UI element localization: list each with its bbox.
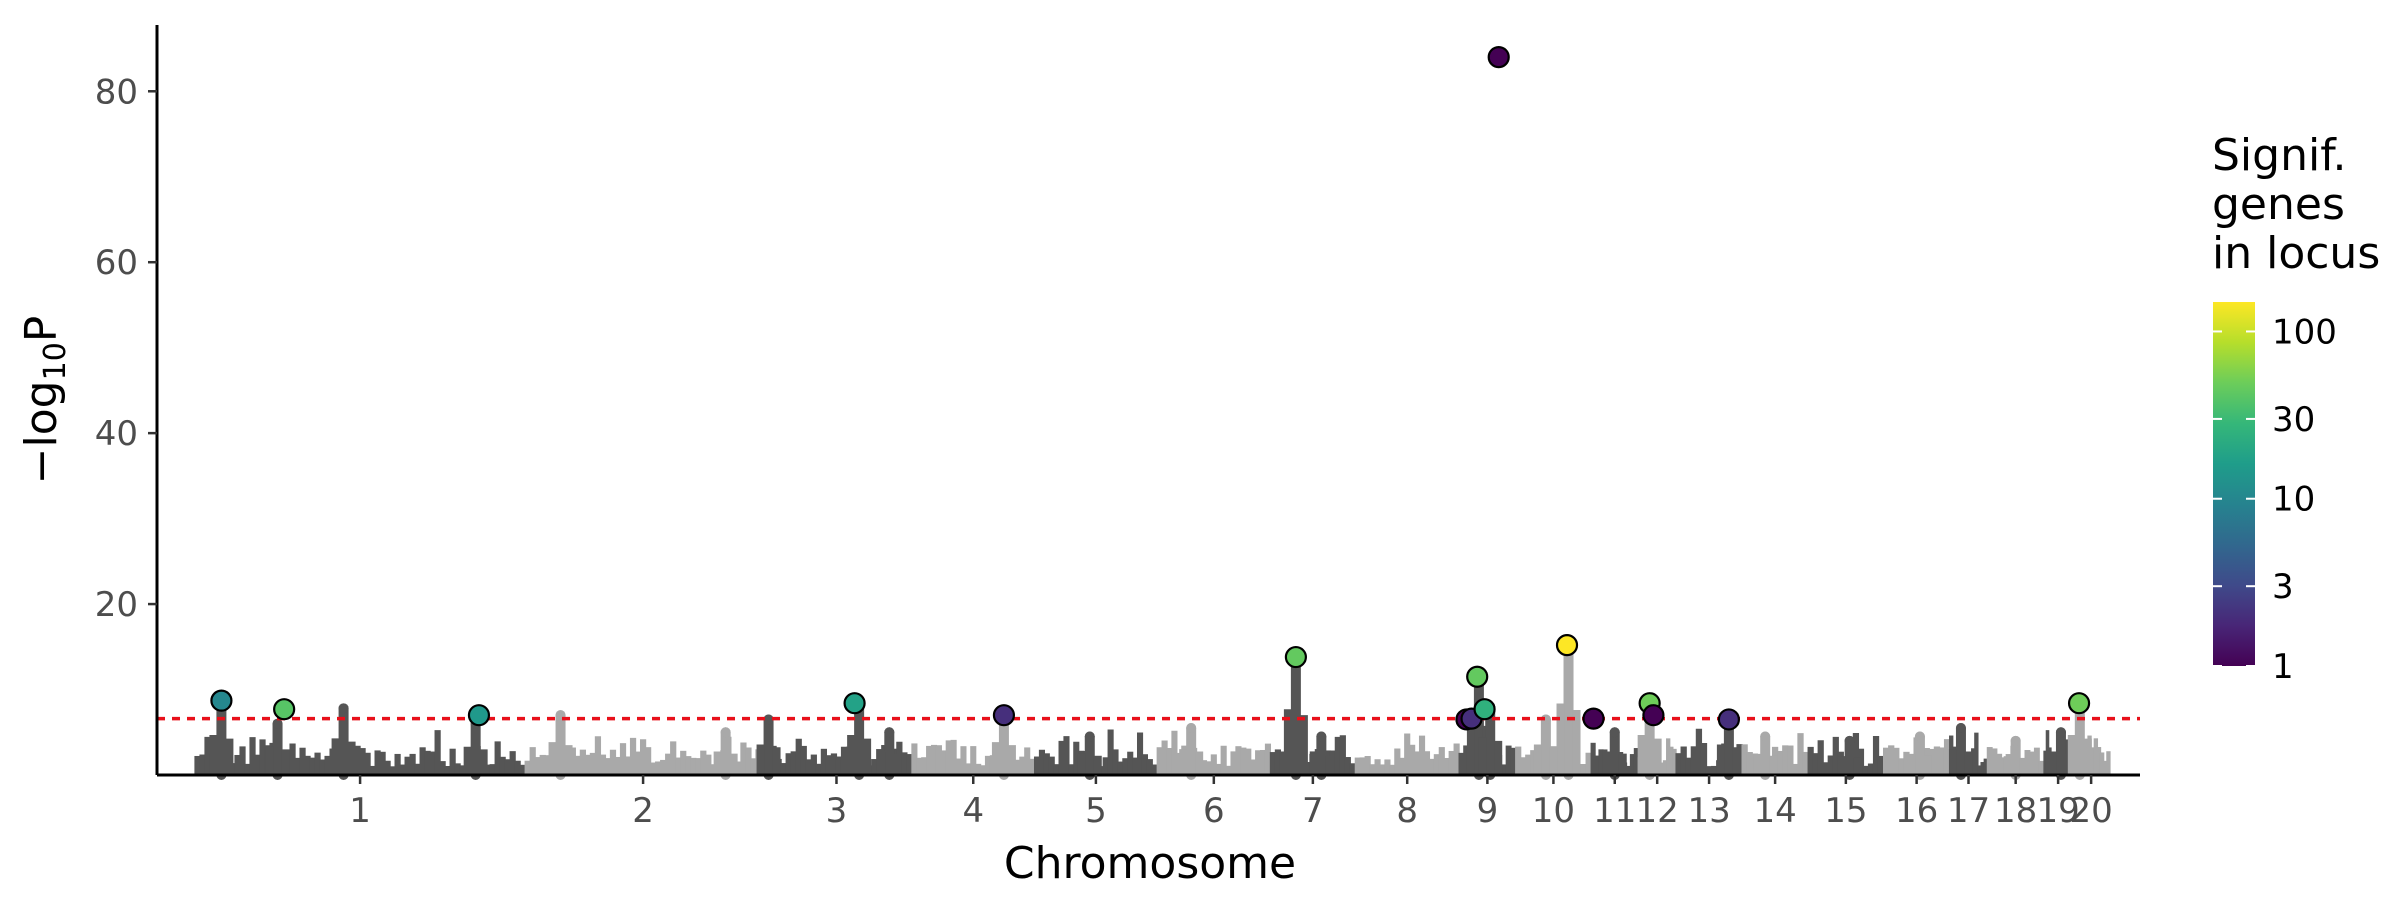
x-tick-label: 8 <box>1396 791 1418 831</box>
chromosome-band-8 <box>1358 733 1457 775</box>
x-tick-label: 7 <box>1302 791 1324 831</box>
x-axis-title: Chromosome <box>1004 838 1296 889</box>
x-tick-label: 17 <box>1947 791 1990 831</box>
lead-snp-point <box>1643 705 1663 725</box>
peak-point <box>1760 732 1770 742</box>
lead-snp-point <box>845 693 865 713</box>
legend-title-line-1: Signif. <box>2212 130 2346 181</box>
legend-tick-label: 10 <box>2272 480 2315 520</box>
lead-snp-point <box>1489 47 1509 67</box>
chromosome-band-6 <box>1160 731 1268 775</box>
x-tick-label: 2 <box>632 791 654 831</box>
lead-snp-point <box>1557 635 1577 655</box>
y-axis-title-main: −log <box>16 380 67 484</box>
legend-title-line-2: genes <box>2212 179 2345 230</box>
lead-snp-point <box>469 705 489 725</box>
y-tick-label: 80 <box>95 72 138 112</box>
legend-tick-label: 3 <box>2272 567 2294 607</box>
x-tick-label: 9 <box>1477 791 1499 831</box>
x-tick-label: 10 <box>1532 791 1575 831</box>
lead-snp-point <box>274 699 294 719</box>
y-tick-label: 40 <box>95 414 138 454</box>
peak-point <box>1316 732 1326 742</box>
lead-snp-point <box>994 705 1014 725</box>
x-tick-label: 3 <box>826 791 848 831</box>
x-tick-label: 20 <box>2070 791 2113 831</box>
y-tick-label: 20 <box>95 585 138 625</box>
lead-snp-point <box>1475 699 1495 719</box>
x-tick-label: 16 <box>1895 791 1938 831</box>
x-tick-label: 4 <box>962 791 984 831</box>
y-axis-title-tail: P <box>16 316 67 343</box>
lead-snp-point <box>1286 647 1306 667</box>
peak-point <box>2056 727 2066 737</box>
legend-title: Signif. genes in locus <box>2212 130 2380 279</box>
lead-snp-points <box>211 47 2089 729</box>
x-tick-label: 18 <box>1994 791 2037 831</box>
color-legend: Signif. genes in locus 1 3 10 30 100 <box>2212 130 2380 687</box>
x-tick-label: 11 <box>1593 791 1636 831</box>
x-tick-label: 6 <box>1203 791 1225 831</box>
legend-title-line-3: in locus <box>2212 228 2380 279</box>
peak-point <box>1610 727 1620 737</box>
peak-point <box>1845 736 1855 746</box>
y-axis-title-subscript: 10 <box>38 342 73 380</box>
peak-point <box>1085 732 1095 742</box>
x-tick-label: 15 <box>1824 791 1867 831</box>
lead-snp-point <box>1584 709 1604 729</box>
peak-point <box>339 703 349 713</box>
peak-point <box>2011 736 2021 746</box>
peak-point <box>1186 723 1196 733</box>
peak-point <box>884 727 894 737</box>
y-axis-title: −log10P <box>16 316 73 485</box>
lead-snp-point <box>1467 667 1487 687</box>
legend-tick-label: 100 <box>2272 312 2337 352</box>
x-tick-label: 5 <box>1085 791 1107 831</box>
legend-colorbar <box>2213 302 2255 666</box>
x-tick-label: 13 <box>1687 791 1730 831</box>
x-tick-label: 12 <box>1636 791 1679 831</box>
lead-snp-point <box>2069 693 2089 713</box>
y-axis-ticks: 20 40 60 80 <box>95 72 157 625</box>
lead-snp-point <box>1719 709 1739 729</box>
lead-snp-point <box>211 691 231 711</box>
x-tick-label: 1 <box>349 791 371 831</box>
legend-tick-label: 1 <box>2272 647 2294 687</box>
peak-point <box>721 727 731 737</box>
x-tick-label: 14 <box>1753 791 1796 831</box>
y-tick-label: 60 <box>95 243 138 283</box>
legend-tick-label: 30 <box>2272 400 2315 440</box>
peak-point <box>1915 732 1925 742</box>
peak-point <box>1956 723 1966 733</box>
